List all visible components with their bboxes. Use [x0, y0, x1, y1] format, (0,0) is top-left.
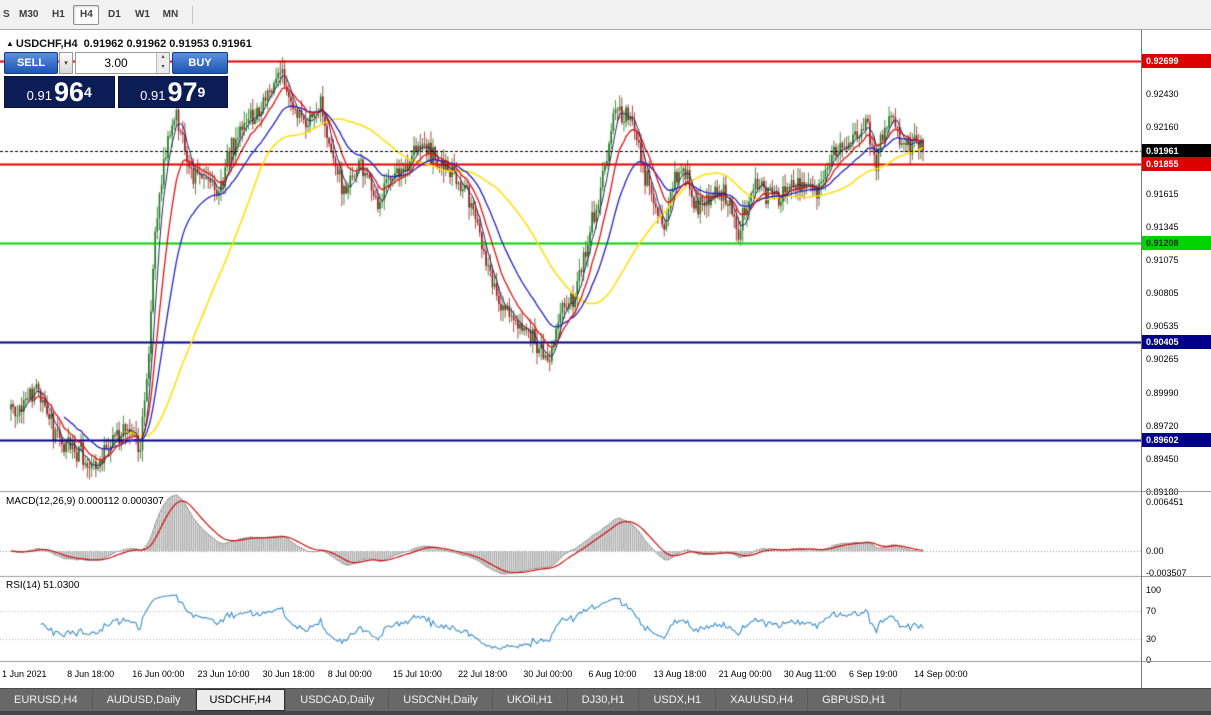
rsi-axis-label: 70 [1146, 606, 1157, 616]
time-axis-label: 21 Aug 00:00 [718, 669, 772, 679]
timeframe-button-h1[interactable]: H1 [52, 8, 65, 20]
chart-tab-ukoil-h1[interactable]: UKOil,H1 [493, 689, 568, 711]
price-axis-tick: 0.92160 [1146, 121, 1179, 132]
order-type-dropdown[interactable]: ▾ [59, 52, 73, 74]
time-axis-label: 30 Jul 00:00 [523, 669, 573, 679]
timeframe-button-d1[interactable]: D1 [108, 8, 121, 20]
chart-tab-usdx-h1[interactable]: USDX,H1 [639, 689, 717, 711]
price-axis-tick: 0.92430 [1146, 88, 1179, 99]
bid-price-big-digits: 96 [53, 77, 85, 107]
volume-value: 3.00 [104, 56, 128, 70]
time-axis[interactable]: 1 Jun 2021 8 Jun 18:00 16 Jun 00:00 23 Jun … [0, 663, 1141, 688]
time-axis-label: 16 Jun 00:00 [132, 669, 185, 679]
macd-axis-min-label: -0.003507 [1146, 568, 1187, 578]
volume-spinner: ▴ ▾ [156, 53, 169, 73]
panel-separator [1142, 491, 1211, 492]
chart-tab-gbpusd-h1[interactable]: GBPUSD,H1 [808, 689, 901, 711]
price-marker-0.92699: 0.92699 [1142, 53, 1211, 68]
bid-price-pip-digit: 4 [84, 84, 92, 100]
rsi-axis-label: 30 [1146, 634, 1157, 644]
buy-button[interactable]: BUY [172, 52, 228, 74]
chart-tab-xauusd-h4[interactable]: XAUUSD,H4 [716, 689, 809, 711]
chevron-down-icon: ▾ [64, 60, 68, 67]
timeframe-toolbar: S M30 H1 H4 D1 W1 MN [0, 0, 1211, 30]
chart-symbol-period: USDCHF,H4 [15, 38, 78, 50]
time-axis-label: 8 Jul 00:00 [327, 669, 372, 679]
time-axis-label: 22 Jul 18:00 [458, 669, 508, 679]
bid-price-display: 0.91 96 4 [4, 76, 115, 108]
time-axis-label: 6 Aug 10:00 [588, 669, 637, 679]
time-axis-label: 15 Jul 10:00 [392, 669, 442, 679]
time-axis-label: 1 Jun 2021 [2, 669, 47, 679]
volume-increase-button[interactable]: ▴ [157, 53, 169, 63]
timeframe-button-partial[interactable]: S [3, 9, 10, 20]
rsi-axis-label: 0 [1146, 655, 1152, 665]
status-bar [0, 711, 1211, 715]
timeframe-button-h4[interactable]: H4 [73, 4, 100, 25]
price-axis-tick: 0.89990 [1146, 387, 1179, 398]
chart-tab-usdcnh-daily[interactable]: USDCNH,Daily [389, 689, 493, 711]
panel-separator [1142, 661, 1211, 662]
price-chart-canvas[interactable] [0, 30, 1141, 688]
chart-tab-usdchf-h4[interactable]: USDCHF,H4 [195, 689, 287, 711]
ask-price-big-digits: 97 [167, 77, 198, 107]
price-axis-tick: 0.91615 [1146, 188, 1179, 199]
price-marker-0.90405: 0.90405 [1142, 334, 1211, 349]
ask-price-display: 0.91 97 9 [117, 76, 228, 108]
price-axis[interactable]: 0.92430 0.92160 0.91615 0.91345 0.91075 0.908… [1141, 30, 1211, 688]
rsi-axis-label: 100 [1146, 585, 1162, 595]
chart-tabs-bar: EURUSD,H4 AUDUSD,Daily USDCHF,H4 USDCAD,Dai… [0, 688, 1211, 711]
ask-price-prefix: 0.91 [140, 88, 166, 103]
one-click-trading-panel: SELL ▾ 3.00 ▴ ▾ BUY 0.91 96 4 0.91 97 9 [4, 52, 228, 108]
chart-ohlc-header: ▲ USDCHF,H4 0.91962 0.91962 0.91953 0.9196… [6, 38, 252, 50]
price-marker-0.91208: 0.91208 [1142, 236, 1211, 251]
time-axis-label: 14 Sep 00:00 [914, 669, 968, 679]
time-axis-label: 8 Jun 18:00 [67, 669, 115, 679]
time-axis-label: 23 Jun 10:00 [197, 669, 250, 679]
panel-separator [1142, 576, 1211, 577]
price-marker-0.91961: 0.91961 [1142, 144, 1211, 159]
chart-tab-dj30-h1[interactable]: DJ30,H1 [568, 689, 640, 711]
timeframe-button-m30[interactable]: M30 [19, 8, 39, 20]
price-marker-0.91855: 0.91855 [1142, 157, 1211, 172]
macd-axis-max-label: 0.006451 [1146, 497, 1184, 507]
macd-axis-zero-label: 0.00 [1146, 546, 1164, 557]
chart-window: ▲ USDCHF,H4 0.91962 0.91962 0.91953 0.9196… [0, 30, 1211, 688]
time-axis-label: 30 Aug 11:00 [783, 669, 837, 679]
chart-tab-usdcad-daily[interactable]: USDCAD,Daily [286, 689, 390, 711]
timeframe-button-w1[interactable]: W1 [134, 8, 150, 20]
chart-tab-eurusd-h4[interactable]: EURUSD,H4 [0, 689, 93, 711]
timeframe-button-mn[interactable]: MN [162, 8, 179, 20]
sell-button[interactable]: SELL [4, 52, 58, 74]
toolbar-separator [192, 5, 194, 24]
time-axis-label: 6 Sep 19:00 [848, 669, 898, 679]
price-axis-tick: 0.90265 [1146, 353, 1179, 364]
time-axis-label: 30 Jun 18:00 [262, 669, 315, 679]
chart-tab-audusd-daily[interactable]: AUDUSD,Daily [93, 689, 196, 711]
price-axis-tick: 0.91075 [1146, 254, 1179, 265]
bid-price-prefix: 0.91 [26, 88, 52, 103]
ask-price-pip-digit: 9 [197, 84, 206, 100]
price-axis-tick: 0.89720 [1146, 420, 1179, 431]
chart-ohlc-values: 0.91962 0.91962 0.91953 0.91961 [83, 38, 252, 50]
time-axis-label: 13 Aug 18:00 [653, 669, 707, 679]
macd-indicator-label: MACD(12,26,9) 0.000112 0.000307 [6, 496, 164, 507]
price-marker-0.89602: 0.89602 [1142, 433, 1211, 448]
timeframe-buttons: M30 H1 H4 D1 W1 MN [13, 4, 184, 25]
rsi-indicator-label: RSI(14) 51.0300 [6, 580, 80, 591]
price-axis-tick: 0.89450 [1146, 453, 1179, 464]
symbol-arrow-icon: ▲ [6, 39, 14, 48]
price-axis-tick: 0.90535 [1146, 320, 1179, 331]
volume-field[interactable]: 3.00 ▴ ▾ [75, 52, 170, 74]
price-axis-tick: 0.90805 [1146, 287, 1179, 298]
volume-decrease-button[interactable]: ▾ [157, 63, 169, 73]
price-axis-tick: 0.91345 [1146, 221, 1179, 232]
